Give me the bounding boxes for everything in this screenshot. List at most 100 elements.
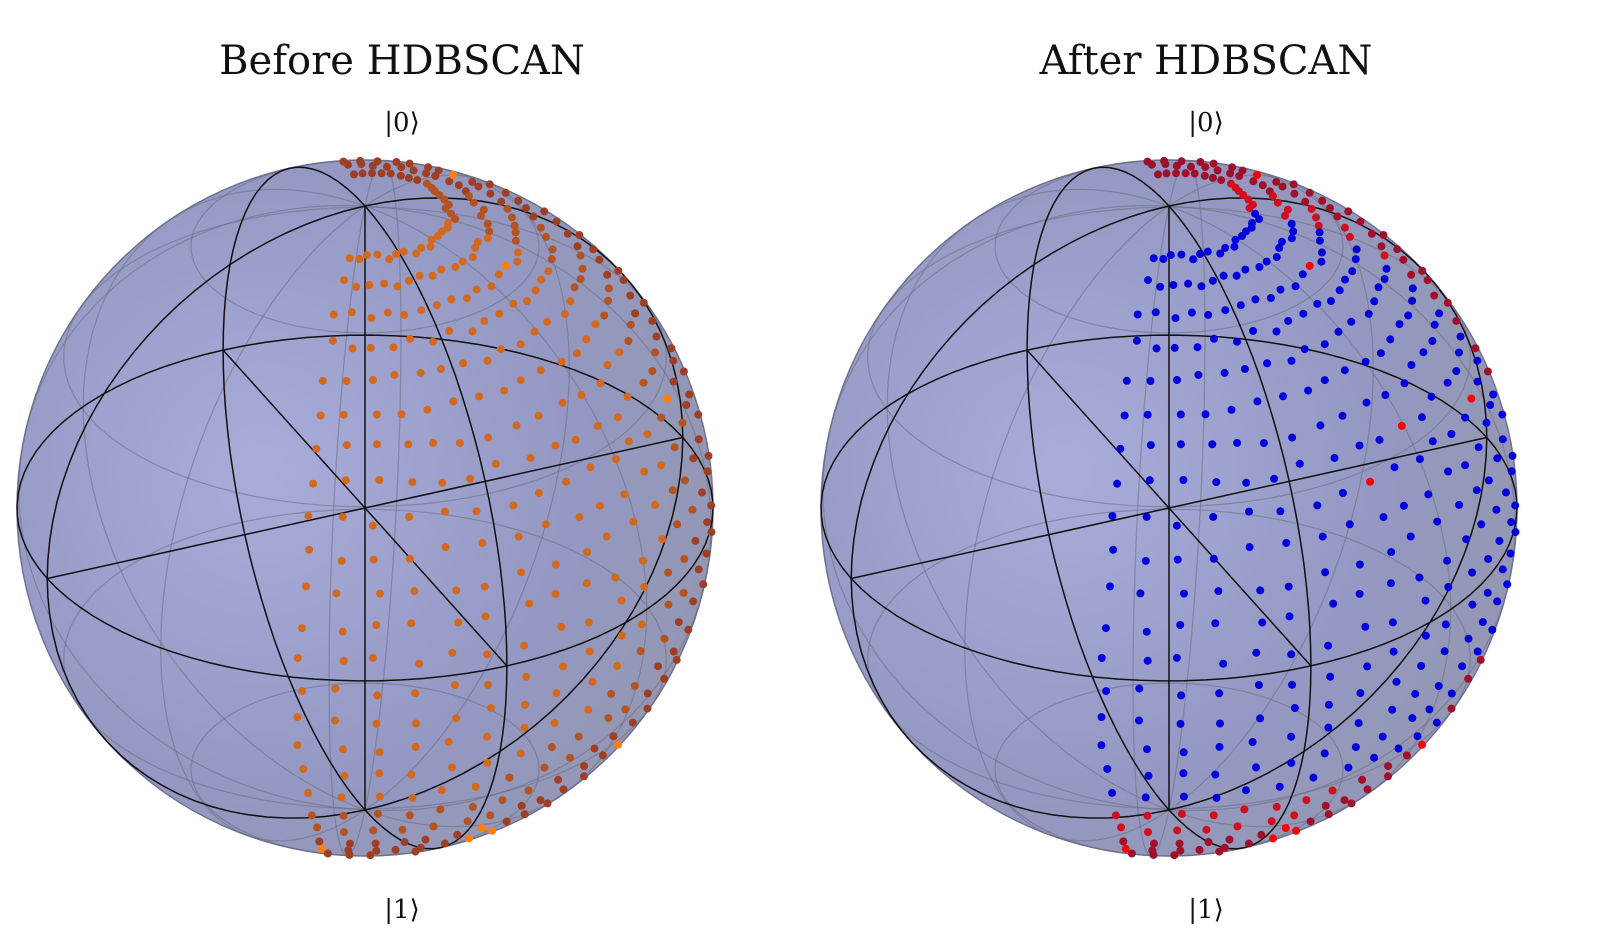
state-point — [1380, 251, 1389, 260]
state-point — [1289, 227, 1298, 236]
state-point — [440, 195, 449, 204]
state-point — [560, 309, 569, 318]
state-point — [429, 337, 437, 346]
state-point — [1219, 659, 1228, 668]
state-point — [1298, 270, 1307, 279]
state-point — [485, 227, 494, 236]
state-point — [1347, 317, 1356, 326]
state-point — [652, 332, 661, 341]
state-point — [1434, 682, 1443, 690]
state-point — [547, 743, 556, 752]
state-point — [572, 349, 581, 358]
state-point — [495, 309, 504, 318]
state-point — [417, 243, 426, 252]
state-point — [1388, 705, 1397, 714]
state-point — [1312, 213, 1320, 222]
state-point — [1317, 257, 1326, 266]
state-point — [575, 513, 584, 522]
state-point — [1179, 769, 1188, 778]
state-point — [1483, 588, 1492, 597]
state-point — [1245, 507, 1253, 516]
state-point — [628, 718, 637, 727]
state-point — [626, 291, 635, 300]
state-point — [440, 839, 449, 848]
state-point — [603, 361, 612, 369]
state-point — [397, 163, 406, 172]
state-point — [1149, 850, 1158, 859]
state-point — [497, 197, 506, 206]
state-point — [1097, 741, 1106, 750]
state-point — [448, 648, 457, 657]
state-point — [437, 265, 446, 274]
state-point — [1231, 235, 1240, 244]
state-point — [664, 600, 673, 609]
state-point — [473, 237, 482, 246]
state-point — [1455, 500, 1464, 509]
state-point — [1209, 512, 1218, 521]
state-point — [614, 266, 623, 275]
state-point — [1301, 197, 1310, 206]
state-point — [1447, 689, 1456, 698]
state-point — [559, 785, 568, 794]
state-point — [375, 792, 384, 801]
state-point — [643, 430, 652, 438]
state-point — [636, 647, 645, 656]
state-point — [1179, 476, 1188, 484]
state-point — [337, 556, 346, 565]
state-point — [505, 773, 514, 782]
state-point — [1275, 782, 1284, 791]
state-point — [689, 597, 698, 606]
state-point — [1160, 156, 1169, 165]
state-point — [304, 512, 313, 520]
state-point — [1212, 793, 1221, 802]
state-point — [558, 398, 567, 407]
state-point — [1150, 839, 1158, 848]
state-point — [1252, 763, 1260, 772]
state-point — [372, 846, 381, 855]
state-point — [1330, 453, 1339, 462]
state-point — [396, 171, 405, 180]
state-point — [1511, 528, 1520, 537]
state-point — [362, 251, 371, 260]
state-point — [1415, 455, 1424, 464]
state-point — [1347, 799, 1356, 808]
state-point — [1417, 661, 1426, 670]
state-point — [1151, 308, 1160, 317]
state-point — [391, 845, 400, 854]
state-point — [1287, 758, 1296, 767]
state-point — [1324, 641, 1333, 650]
state-point — [1279, 392, 1287, 401]
ket-zero-label: |0⟩ — [384, 108, 420, 138]
state-point — [411, 847, 420, 856]
state-point — [1302, 796, 1311, 805]
state-point — [540, 763, 549, 772]
state-point — [1340, 366, 1349, 375]
state-point — [588, 677, 597, 686]
state-point — [691, 536, 700, 545]
state-point — [582, 579, 591, 588]
state-point — [356, 156, 365, 165]
state-point — [449, 171, 457, 179]
state-point — [1344, 763, 1353, 772]
state-point — [1208, 173, 1217, 182]
state-point — [550, 719, 559, 728]
state-point — [1272, 177, 1281, 186]
state-point — [1447, 704, 1456, 713]
state-point — [293, 654, 302, 662]
state-point — [1408, 714, 1417, 723]
state-point — [1348, 267, 1357, 276]
state-point — [678, 418, 687, 427]
state-point — [1333, 212, 1342, 221]
state-point — [1408, 284, 1417, 293]
state-point — [694, 410, 703, 419]
ket-one-label: |1⟩ — [1188, 895, 1224, 925]
state-point — [1399, 255, 1408, 264]
state-point — [517, 568, 526, 577]
state-point — [483, 219, 492, 228]
state-point — [707, 528, 716, 537]
state-point — [1290, 189, 1299, 198]
state-point — [1287, 219, 1296, 228]
state-point — [1321, 801, 1330, 810]
state-point — [576, 275, 585, 283]
state-point — [508, 213, 516, 222]
